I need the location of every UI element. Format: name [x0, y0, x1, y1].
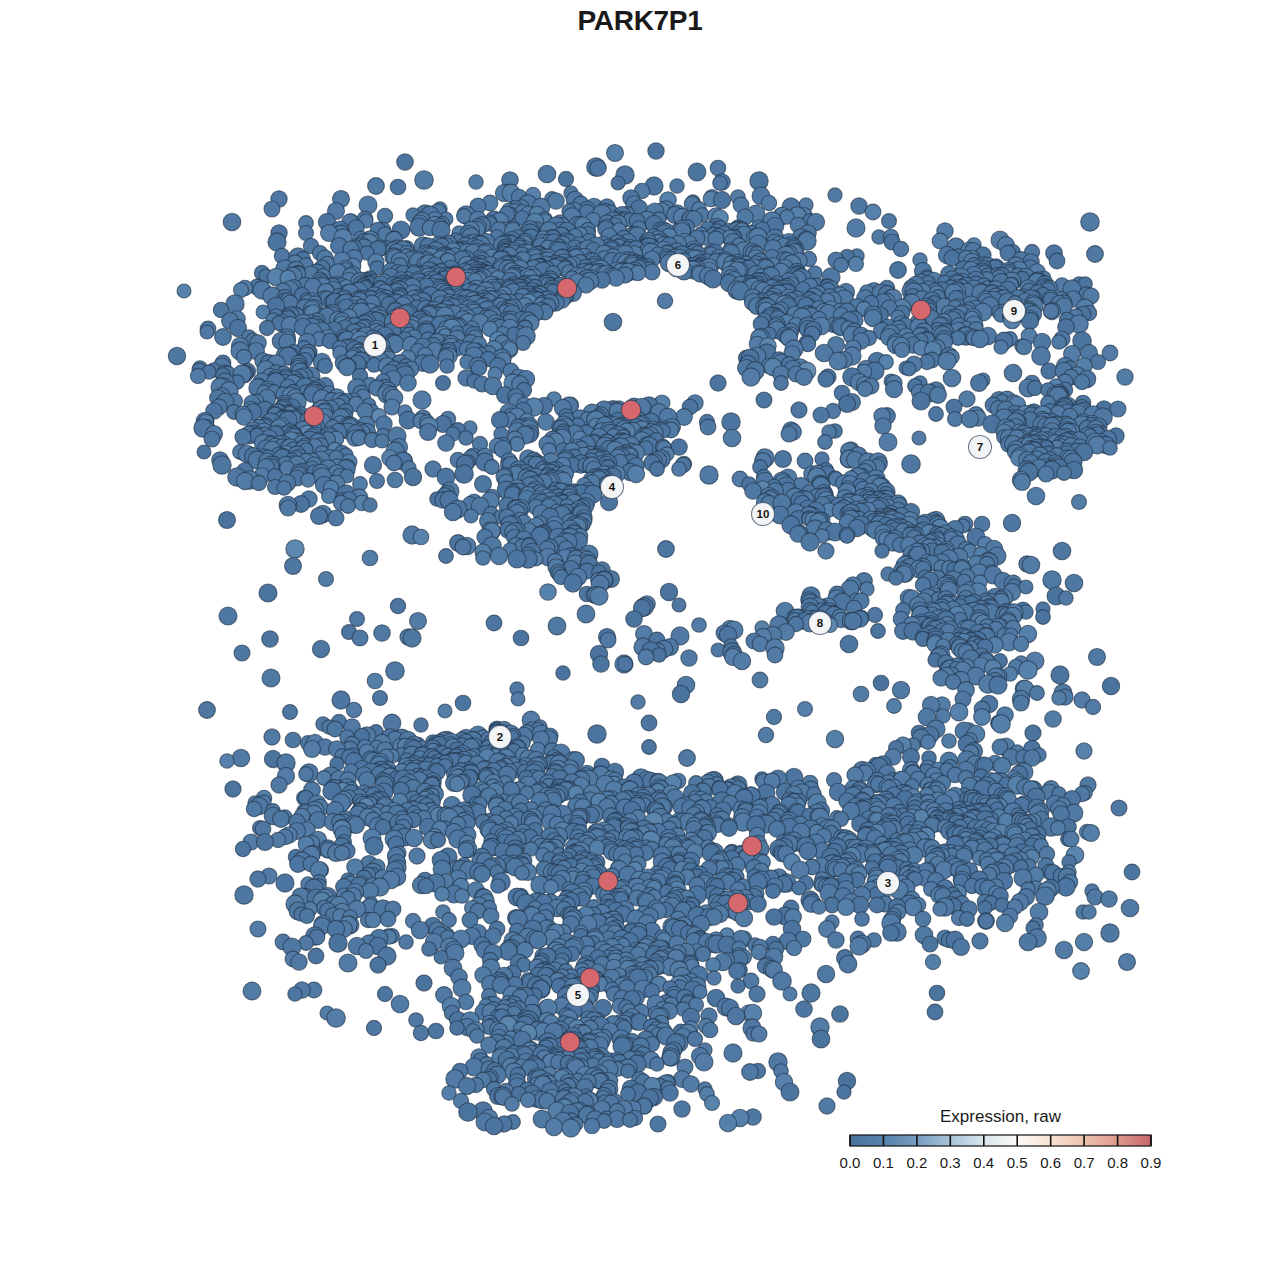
- svg-text:9: 9: [1011, 305, 1017, 317]
- svg-text:0.8: 0.8: [1107, 1154, 1128, 1171]
- svg-text:6: 6: [675, 259, 681, 271]
- svg-text:0.4: 0.4: [973, 1154, 994, 1171]
- svg-text:10: 10: [757, 508, 770, 520]
- svg-text:1: 1: [372, 339, 379, 351]
- svg-text:0.0: 0.0: [840, 1154, 861, 1171]
- svg-text:5: 5: [575, 989, 582, 1001]
- svg-text:7: 7: [977, 441, 983, 453]
- svg-text:0.3: 0.3: [940, 1154, 961, 1171]
- svg-text:Expression, raw: Expression, raw: [940, 1107, 1062, 1126]
- svg-text:2: 2: [497, 731, 503, 743]
- svg-text:0.5: 0.5: [1007, 1154, 1028, 1171]
- svg-text:0.1: 0.1: [873, 1154, 894, 1171]
- svg-text:8: 8: [817, 617, 824, 629]
- svg-text:4: 4: [609, 481, 616, 493]
- svg-text:0.2: 0.2: [906, 1154, 927, 1171]
- svg-text:0.7: 0.7: [1074, 1154, 1095, 1171]
- svg-text:0.9: 0.9: [1141, 1154, 1162, 1171]
- svg-text:3: 3: [885, 877, 891, 889]
- svg-text:0.6: 0.6: [1040, 1154, 1061, 1171]
